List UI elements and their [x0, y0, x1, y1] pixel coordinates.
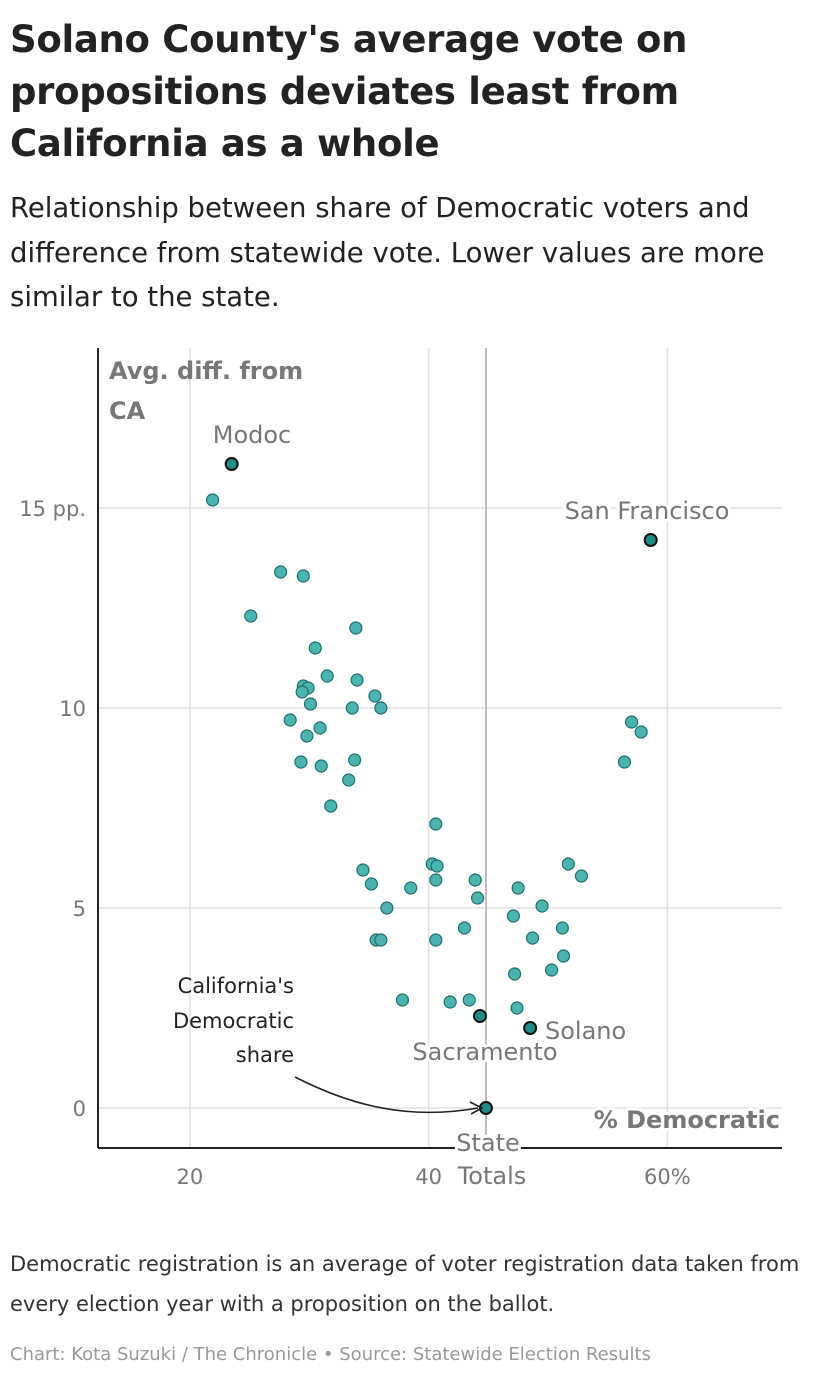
x-axis-label: % Democratic — [594, 1106, 780, 1134]
data-point — [364, 877, 378, 891]
highlighted-point-4 — [478, 1101, 493, 1115]
data-point — [462, 993, 476, 1007]
data-point — [404, 881, 418, 895]
label-san-francisco: San Francisco — [565, 497, 730, 525]
y-tick-label-1: 5 — [73, 897, 86, 921]
data-point — [314, 759, 328, 773]
point-labels: Modoc San Francisco Sacramento Solano St… — [210, 418, 733, 1193]
label-state: State — [456, 1129, 520, 1157]
data-point — [303, 697, 318, 711]
x-tick-label-1: 40 — [415, 1165, 442, 1189]
data-point — [506, 909, 521, 923]
highlighted-point-1 — [643, 533, 658, 547]
data-point — [345, 701, 359, 715]
data-point — [555, 921, 569, 935]
data-points — [205, 493, 648, 1015]
data-point — [295, 685, 309, 699]
annotation-line2: Democratic — [173, 1009, 294, 1033]
annotation-arrowhead — [469, 1101, 484, 1115]
data-point — [300, 729, 314, 743]
y-tick-label-0: 0 — [73, 1097, 86, 1121]
data-point — [308, 641, 322, 655]
scatter-chart: 0 5 10 15 pp. 20 40 60% Avg. diff. from CA % D… — [19, 348, 783, 1193]
data-point — [511, 881, 525, 895]
data-point — [348, 753, 362, 767]
annotation-arrow — [294, 1076, 479, 1114]
data-point — [296, 569, 310, 583]
data-point — [350, 673, 364, 687]
data-point — [342, 773, 356, 787]
data-point — [471, 891, 485, 905]
data-point — [561, 857, 575, 871]
axes — [97, 348, 782, 1149]
y-axis-label-line2: CA — [109, 397, 146, 425]
data-point — [545, 963, 559, 977]
data-point — [429, 873, 443, 887]
highlighted-points — [224, 457, 658, 1115]
data-point — [443, 995, 457, 1009]
democratic-share-annotation: California's Democratic share — [173, 974, 484, 1115]
data-point — [468, 873, 482, 887]
data-point — [574, 869, 589, 883]
data-point — [313, 721, 327, 735]
data-point — [320, 669, 334, 683]
annotation-line1: California's — [178, 974, 294, 998]
x-tick-label-2: 60% — [644, 1165, 691, 1189]
data-point — [374, 701, 388, 715]
chart-subtitle: Relationship between share of Democratic… — [10, 192, 765, 313]
data-point — [395, 993, 409, 1007]
label-totals: Totals — [457, 1162, 527, 1190]
data-point — [368, 689, 382, 703]
data-point — [349, 621, 363, 635]
highlighted-point-0 — [224, 457, 239, 471]
label-modoc: Modoc — [213, 421, 292, 449]
label-sacramento: Sacramento — [412, 1038, 557, 1066]
label-solano: Solano — [545, 1017, 626, 1045]
data-point — [294, 755, 308, 769]
x-tick-label-0: 20 — [177, 1165, 204, 1189]
data-point — [244, 609, 258, 623]
data-point — [430, 859, 444, 873]
data-point — [374, 933, 388, 947]
data-point — [510, 1001, 524, 1015]
data-point — [457, 921, 472, 935]
data-point — [356, 863, 370, 877]
y-tick-label-2: 10 — [59, 697, 86, 721]
data-point — [634, 725, 648, 739]
data-point — [556, 949, 571, 963]
data-point — [535, 899, 549, 913]
gridlines — [98, 348, 782, 1148]
chart-title: Solano County's average vote on proposit… — [10, 18, 688, 165]
data-point — [324, 799, 338, 813]
data-point — [380, 901, 394, 915]
data-point — [525, 931, 540, 945]
footnote: Democratic registration is an average of… — [10, 1252, 800, 1316]
data-point — [205, 493, 220, 507]
highlighted-point-2 — [472, 1009, 487, 1023]
highlighted-point-3 — [523, 1021, 538, 1035]
data-point — [283, 713, 297, 727]
data-point — [429, 817, 443, 831]
data-point — [429, 933, 443, 947]
credit-line: Chart: Kota Suzuki / The Chronicle • Sou… — [10, 1344, 651, 1365]
data-point — [508, 967, 522, 981]
annotation-line3: share — [236, 1043, 294, 1067]
y-tick-label-3: 15 pp. — [19, 497, 86, 521]
data-point — [274, 565, 288, 579]
y-axis-label-line1: Avg. diff. from — [109, 357, 303, 385]
data-point — [624, 715, 639, 729]
data-point — [617, 755, 632, 769]
tick-labels: 0 5 10 15 pp. 20 40 60% — [19, 497, 690, 1189]
